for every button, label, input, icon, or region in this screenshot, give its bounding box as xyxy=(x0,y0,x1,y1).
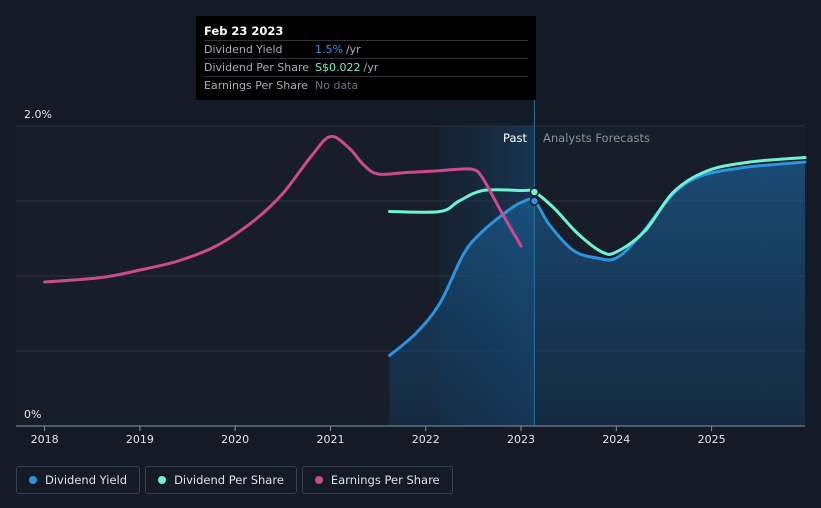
tooltip-row-dividend-yield: Dividend Yield 1.5% /yr xyxy=(204,40,528,58)
x-tick-label: 2023 xyxy=(507,433,535,446)
legend-item-dividend-per-share[interactable]: Dividend Per Share xyxy=(145,466,297,494)
legend-label: Dividend Yield xyxy=(45,473,128,487)
dividend-yield-marker xyxy=(529,196,540,206)
tooltip-unit: /yr xyxy=(345,43,361,56)
x-tick-label: 2018 xyxy=(31,433,59,446)
chart-legend: Dividend Yield Dividend Per Share Earnin… xyxy=(16,466,458,494)
legend-dot-icon xyxy=(29,476,37,484)
legend-dot-icon xyxy=(158,476,167,484)
series-areas xyxy=(389,162,805,426)
legend-item-dividend-yield[interactable]: Dividend Yield xyxy=(16,466,141,494)
legend-dot-icon xyxy=(314,476,323,484)
y-axis-label-min: 0% xyxy=(24,408,41,421)
hover-markers xyxy=(529,187,540,206)
tooltip-unit: /yr xyxy=(363,61,379,74)
tooltip-value: No data xyxy=(315,79,359,92)
x-tick-label: 2021 xyxy=(316,433,344,446)
x-tick-label: 2020 xyxy=(221,433,249,446)
tooltip-row-earnings-per-share: Earnings Per Share No data xyxy=(204,76,528,94)
dividend-per-share-line xyxy=(388,156,807,256)
dividend-per-share-marker xyxy=(529,187,540,197)
x-tick-label: 2019 xyxy=(126,433,154,446)
tooltip-row-dividend-per-share: Dividend Per Share S$0.022 /yr xyxy=(204,58,528,76)
x-tick-label: 2022 xyxy=(412,433,440,446)
tooltip-label: Earnings Per Share xyxy=(204,79,309,92)
legend-item-earnings-per-share[interactable]: Earnings Per Share xyxy=(301,466,453,494)
tooltip-date: Feb 23 2023 xyxy=(204,24,284,38)
tooltip-value: 1.5% xyxy=(315,43,343,56)
tooltip-value: S$0.022 xyxy=(315,61,361,74)
tooltip-label: Dividend Per Share xyxy=(204,61,310,74)
x-tick-label: 2024 xyxy=(602,433,630,446)
dividend-yield-line xyxy=(388,160,807,357)
earnings-per-share-line xyxy=(43,134,523,284)
dividend-yield-area xyxy=(389,162,805,426)
y-axis-label-max: 2.0% xyxy=(24,108,52,121)
series-lines xyxy=(43,134,807,357)
hover-tooltip: Feb 23 2023 Dividend Yield 1.5% /yr Divi… xyxy=(196,16,536,100)
legend-label: Earnings Per Share xyxy=(330,473,440,487)
forecast-region-label: Analysts Forecasts xyxy=(543,131,650,145)
past-region-label: Past xyxy=(503,131,527,145)
x-axis-ticks: 2018 2019 2020 2021 2022 2023 2024 2025 xyxy=(31,426,726,446)
legend-label: Dividend Per Share xyxy=(174,473,284,487)
x-tick-label: 2025 xyxy=(698,433,726,446)
tooltip-label: Dividend Yield xyxy=(204,43,283,56)
